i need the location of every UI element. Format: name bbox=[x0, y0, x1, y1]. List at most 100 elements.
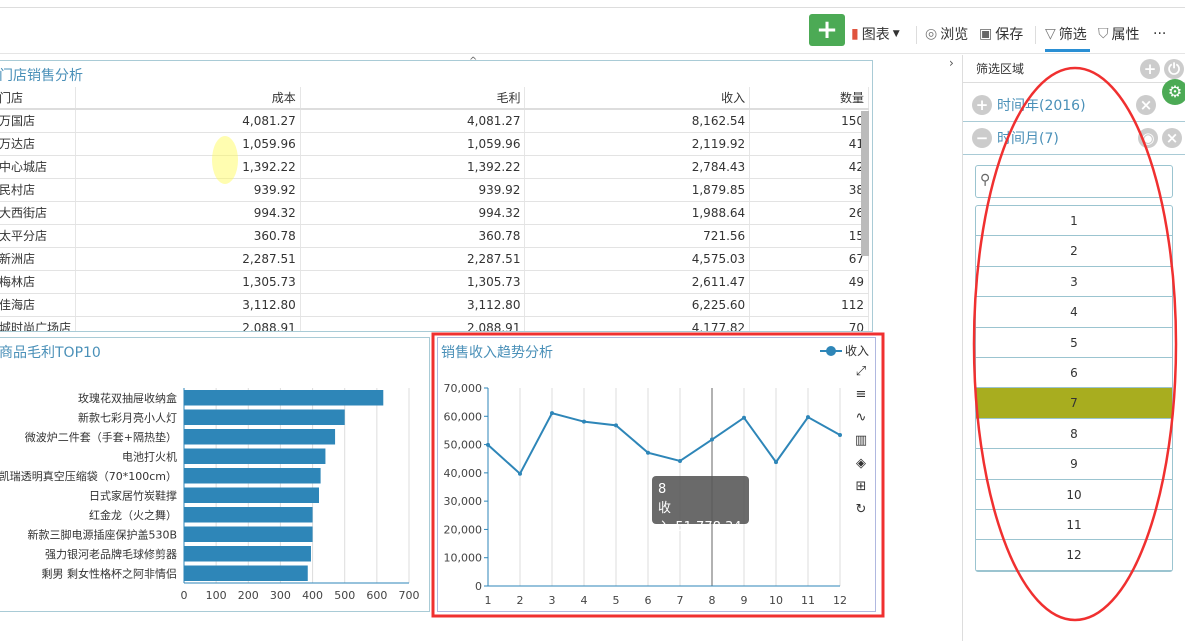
month-option[interactable]: 9 bbox=[976, 449, 1172, 480]
x-tick-label: 9 bbox=[741, 594, 748, 607]
bar bbox=[184, 526, 313, 542]
table-cell: 民村店 bbox=[0, 178, 77, 202]
month-option[interactable]: 5 bbox=[976, 328, 1172, 358]
x-tick-label: 7 bbox=[677, 594, 684, 607]
refresh-icon[interactable]: ↻ bbox=[855, 502, 867, 517]
fullscreen-icon[interactable]: ⤢ bbox=[855, 364, 867, 379]
table-row[interactable]: 万国店 4,081.27 4,081.27 8,162.54 150 bbox=[0, 109, 869, 133]
floppy-icon: ▣ bbox=[979, 26, 993, 42]
table-row[interactable]: 佳海店 3,112.80 3,112.80 6,225.60 112 bbox=[0, 293, 869, 317]
table-cell: 中心城店 bbox=[0, 155, 77, 179]
month-option[interactable]: 2 bbox=[976, 236, 1172, 267]
add-button[interactable]: + bbox=[809, 14, 845, 46]
bar bbox=[184, 487, 319, 503]
more-button[interactable]: ··· bbox=[1153, 26, 1167, 42]
table-row[interactable]: 梅林店 1,305.73 1,305.73 2,611.47 49 bbox=[0, 270, 869, 294]
tiled-icon[interactable]: ⊞ bbox=[855, 479, 867, 494]
filter-month[interactable]: − 时间月(7) ◉ × bbox=[963, 122, 1185, 155]
category-label: 微波炉二件套（手套+隔热垫） bbox=[25, 430, 177, 444]
browse-button[interactable]: ◎ 浏览 bbox=[925, 26, 969, 43]
table-cell: 4,575.03 bbox=[524, 247, 751, 271]
y-tick-label: 30,000 bbox=[444, 495, 483, 508]
y-tick-label: 60,000 bbox=[444, 410, 483, 423]
table-cell: 1,305.73 bbox=[300, 270, 526, 294]
filter-area-header: 筛选区域 + ⏻ bbox=[963, 55, 1185, 83]
remove-icon[interactable]: × bbox=[1162, 128, 1182, 148]
table-cell: 721.56 bbox=[524, 224, 751, 248]
save-button[interactable]: ▣ 保存 bbox=[979, 26, 1024, 43]
expand-panel-icon[interactable]: › bbox=[949, 56, 954, 70]
table-cell: 2,611.47 bbox=[524, 270, 751, 294]
funnel-icon: ▽ bbox=[1045, 26, 1056, 42]
remove-icon[interactable]: × bbox=[1136, 95, 1156, 115]
data-point bbox=[678, 458, 682, 463]
table-row[interactable]: 万达店 1,059.96 1,059.96 2,119.92 41 bbox=[0, 132, 869, 156]
table-row[interactable]: 中心城店 1,392.22 1,392.22 2,784.43 42 bbox=[0, 155, 869, 179]
y-tick-label: 0 bbox=[475, 580, 482, 593]
x-tick-label: 200 bbox=[238, 589, 259, 602]
category-label: 玫瑰花双抽屉收纳盒 bbox=[78, 391, 177, 405]
month-option[interactable]: 3 bbox=[976, 267, 1172, 298]
month-option[interactable]: 1 bbox=[976, 206, 1172, 237]
line-chart-icon[interactable]: ∿ bbox=[855, 410, 867, 425]
column-header[interactable]: 毛利 bbox=[300, 87, 526, 110]
month-option[interactable]: 7 bbox=[976, 388, 1172, 419]
data-point bbox=[838, 432, 842, 437]
filter-year[interactable]: + 时间年(2016) × bbox=[963, 89, 1185, 122]
collapse-icon[interactable]: − bbox=[972, 128, 992, 148]
category-label: 红金龙（火之舞） bbox=[89, 508, 177, 522]
table-row[interactable]: 城时尚广场店 2,088.91 2,088.91 4,177.82 70 bbox=[0, 316, 869, 331]
bar bbox=[184, 507, 313, 523]
table-cell: 新洲店 bbox=[0, 247, 77, 271]
power-icon[interactable]: ⏻ bbox=[1164, 58, 1184, 79]
data-point bbox=[742, 415, 746, 420]
x-tick-label: 12 bbox=[833, 594, 847, 607]
month-option[interactable]: 6 bbox=[976, 358, 1172, 389]
stack-icon[interactable]: ◈ bbox=[856, 456, 866, 471]
table-cell: 41 bbox=[749, 132, 869, 156]
x-tick-label: 6 bbox=[645, 594, 652, 607]
data-view-icon[interactable]: ≡ bbox=[855, 387, 867, 402]
month-search-input[interactable]: ⚲ bbox=[975, 165, 1173, 198]
filter-tab[interactable]: ▽ 筛选 bbox=[1045, 26, 1087, 43]
settings-icon[interactable]: ⚙ bbox=[1162, 79, 1185, 105]
column-header[interactable]: 门店 bbox=[0, 87, 77, 110]
top-divider bbox=[0, 7, 1185, 8]
month-option[interactable]: 11 bbox=[976, 510, 1172, 541]
properties-tab[interactable]: ⛉ 属性 bbox=[1098, 26, 1140, 43]
category-label: 电池打火机 bbox=[122, 449, 177, 463]
top10-bar-chart: 0 100 200 300 400 500 600 700 玫瑰花双抽屉收纳盒新款七彩月亮小人灯… bbox=[0, 388, 420, 602]
table-scrollbar[interactable] bbox=[861, 111, 869, 256]
month-option[interactable]: 8 bbox=[976, 419, 1172, 450]
table-cell: 8,162.54 bbox=[524, 109, 751, 133]
column-header[interactable]: 收入 bbox=[524, 87, 751, 110]
data-point bbox=[774, 460, 778, 465]
income-trend-panel: 销售收入趋势分析 1 2 3 4 5 6 7 8 9 10 11 12 0 10,000 20,000 30,… bbox=[437, 337, 876, 612]
expand-icon[interactable]: + bbox=[972, 95, 992, 115]
table-row[interactable]: 民村店 939.92 939.92 1,879.85 38 bbox=[0, 178, 869, 202]
month-option[interactable]: 4 bbox=[976, 297, 1172, 328]
column-header[interactable]: 成本 bbox=[75, 87, 301, 110]
month-option[interactable]: 12 bbox=[976, 540, 1172, 571]
store-sales-table: 门店 成本 毛利 收入 数量 万国店 4,081.27 4,081.27 8,162.54 15… bbox=[0, 87, 869, 331]
category-label: 新款七彩月亮小人灯 bbox=[78, 410, 177, 424]
legend-item-income[interactable]: 收入 bbox=[820, 342, 869, 359]
table-cell: 1,988.64 bbox=[524, 201, 751, 225]
add-filter-icon[interactable]: + bbox=[1140, 58, 1160, 79]
y-tick-label: 20,000 bbox=[444, 523, 483, 536]
table-row[interactable]: 太平分店 360.78 360.78 721.56 15 bbox=[0, 224, 869, 248]
table-row[interactable]: 大西街店 994.32 994.32 1,988.64 26 bbox=[0, 201, 869, 225]
eye-icon[interactable]: ◉ bbox=[1138, 128, 1158, 148]
cursor-highlight bbox=[212, 136, 238, 184]
x-tick-label: 11 bbox=[801, 594, 815, 607]
column-header[interactable]: 数量 bbox=[749, 87, 869, 110]
y-tick-label: 40,000 bbox=[444, 467, 483, 480]
bar-chart-icon[interactable]: ▥ bbox=[854, 433, 868, 448]
month-option[interactable]: 10 bbox=[976, 480, 1172, 510]
x-tick-label: 300 bbox=[270, 589, 291, 602]
table-row[interactable]: 新洲店 2,287.51 2,287.51 4,575.03 67 bbox=[0, 247, 869, 271]
x-tick-label: 10 bbox=[769, 594, 783, 607]
table-cell: 1,879.85 bbox=[524, 178, 751, 202]
table-cell: 万达店 bbox=[0, 132, 77, 156]
chart-menu-button[interactable]: ▮ 图表 ▼ bbox=[851, 26, 900, 43]
